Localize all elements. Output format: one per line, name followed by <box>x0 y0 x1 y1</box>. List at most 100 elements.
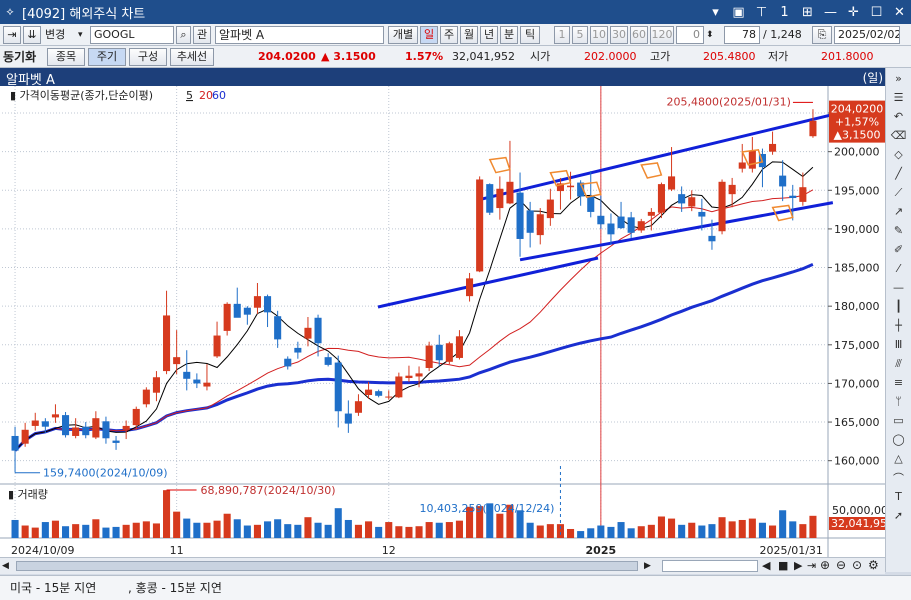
volume-bar <box>365 521 373 538</box>
arrow-tool-icon[interactable]: ➚ <box>893 509 904 522</box>
volume-bar <box>657 516 665 538</box>
menu-icon[interactable]: ☰ <box>893 91 904 104</box>
guan-button[interactable]: 관 <box>193 26 211 44</box>
period-day-button[interactable]: 일 <box>420 26 438 44</box>
screen-icon[interactable]: ▣ <box>732 4 745 20</box>
down-arrow-icon[interactable]: ⇊ <box>23 26 41 44</box>
number-icon[interactable]: 1 <box>780 4 789 20</box>
vertical-line-icon[interactable]: ┃ <box>895 300 902 313</box>
candle-body <box>51 414 59 418</box>
change-dropdown-icon[interactable]: ▾ <box>78 30 83 40</box>
pencil-icon[interactable]: ✎ <box>893 224 904 237</box>
minute-60-button[interactable]: 60 <box>630 26 648 44</box>
minute-10-button[interactable]: 10 <box>590 26 608 44</box>
period-month-button[interactable]: 월 <box>460 26 478 44</box>
chart-area[interactable]: 알파벳 A (일) ▮ 가격이동평균(종가,단순이평) 5 20 60 ▮ 거래량 205… <box>0 68 885 572</box>
volume-bar <box>637 526 645 538</box>
fibonacci-icon[interactable]: Ⅲ <box>894 338 903 351</box>
volume-bar <box>92 519 100 538</box>
horizontal-line-icon[interactable]: — <box>893 281 904 294</box>
scroll-right-icon[interactable]: ▶ <box>644 561 651 571</box>
chart-search-icon[interactable]: ⎘ <box>812 26 832 44</box>
period-year-button[interactable]: 년 <box>480 26 498 44</box>
ticker-input[interactable]: GOOGL <box>90 26 174 44</box>
volume-bar <box>718 517 726 538</box>
candle-body <box>546 199 554 219</box>
scroll-left-icon[interactable]: ◀ <box>2 561 9 571</box>
volume-bar <box>809 515 817 538</box>
undo-icon[interactable]: ↶ <box>893 110 904 123</box>
individual-button[interactable]: 개별 <box>388 26 418 44</box>
expand-right-icon[interactable]: ⇥ <box>807 559 817 572</box>
date-input[interactable]: 2025/02/02 <box>834 26 900 44</box>
move-icon[interactable]: ✛ <box>848 4 859 20</box>
tab-config[interactable]: 구성 <box>129 48 167 66</box>
zoom-slider[interactable] <box>662 560 758 572</box>
minute-5-button[interactable]: 5 <box>572 26 588 44</box>
minimize-icon[interactable]: — <box>824 4 837 20</box>
fork-icon[interactable]: ᛘ <box>895 395 902 408</box>
extra-input[interactable]: 0 <box>676 26 704 44</box>
close-icon[interactable]: ✕ <box>894 4 905 20</box>
count-input[interactable]: 78 <box>724 26 760 44</box>
spin-icon[interactable]: ⬍ <box>706 30 714 40</box>
chart-scrollbar[interactable]: ◀ ▶ ◀ ■ ▶ ⇥ ⊕ ⊖ ⊙ ⚙ <box>0 557 885 574</box>
period-minute-button[interactable]: 분 <box>500 26 518 44</box>
volume-bar <box>385 522 393 538</box>
rectangle-icon[interactable]: ▭ <box>893 414 904 427</box>
volume-bar <box>304 517 312 538</box>
cross-line-icon[interactable]: ┼ <box>895 319 902 332</box>
eraser-icon[interactable]: ◇ <box>894 148 903 161</box>
scroll-thumb[interactable] <box>16 561 638 571</box>
search-icon[interactable]: ⌕ <box>176 26 191 44</box>
ma20-line <box>14 189 814 451</box>
expand-icon[interactable]: ⇥ <box>3 26 21 44</box>
price-tick-label: 165,000 <box>834 416 880 429</box>
quote-bar: 동기화 종목 주기 구성 추세선 204.0200 ▲ 3.1500 1.57%… <box>0 46 911 68</box>
erase-all-icon[interactable]: ⌫ <box>890 129 907 142</box>
change-label[interactable]: 변경 <box>45 28 66 41</box>
volume-bar <box>21 525 29 538</box>
stop-icon[interactable]: ■ <box>778 559 789 572</box>
text-tool-icon[interactable]: T <box>895 490 902 503</box>
volume-panel-label: ▮ 거래량 <box>8 488 48 501</box>
zoom-in-icon[interactable]: ⊕ <box>820 558 831 572</box>
volume-bar <box>395 526 403 538</box>
candle-body <box>496 188 504 209</box>
triangle-icon[interactable]: △ <box>894 452 903 465</box>
volume-bar <box>758 522 766 538</box>
minute-1-button[interactable]: 1 <box>554 26 570 44</box>
volume-bar <box>152 523 160 538</box>
minute-30-button[interactable]: 30 <box>610 26 628 44</box>
diagonal-icon[interactable]: ⁄ <box>897 262 900 275</box>
level-icon[interactable]: ≡ <box>893 376 904 389</box>
dropdown-icon[interactable]: ▾ <box>712 4 719 20</box>
line-tool-icon[interactable]: ╱ <box>895 167 902 180</box>
collapse-icon[interactable]: » <box>895 72 902 85</box>
period-tick-button[interactable]: 틱 <box>520 26 540 44</box>
price-chart[interactable]: ▮ 가격이동평균(종가,단순이평) 5 20 60 ▮ 거래량 205,4800(2025… <box>0 86 885 572</box>
tab-item[interactable]: 종목 <box>47 48 85 66</box>
tab-trendline[interactable]: 추세선 <box>170 48 214 66</box>
sync-label[interactable]: 동기화 <box>3 50 37 64</box>
settings-icon[interactable]: ⚙ <box>868 558 879 572</box>
prev-icon[interactable]: ◀ <box>762 559 771 572</box>
candle-body <box>132 408 140 426</box>
pin-icon[interactable]: ⊤ <box>755 4 768 20</box>
tab-period[interactable]: 주기 <box>88 48 126 66</box>
ellipse-icon[interactable]: ◯ <box>892 433 905 446</box>
grid-icon[interactable]: ⊞ <box>802 4 813 20</box>
zoom-out-icon[interactable]: ⊖ <box>836 558 847 572</box>
ray-tool-icon[interactable]: ↗ <box>893 205 904 218</box>
maximize-icon[interactable]: ☐ <box>870 4 883 20</box>
channel-icon[interactable]: ⫻ <box>895 356 902 370</box>
zoom-reset-icon[interactable]: ⊙ <box>852 558 863 572</box>
next-icon[interactable]: ▶ <box>794 559 803 572</box>
segment-tool-icon[interactable]: ⟋ <box>894 185 903 199</box>
arc-icon[interactable]: ⌒ <box>893 471 904 485</box>
candle-body <box>122 425 130 430</box>
minute-120-button[interactable]: 120 <box>650 26 674 44</box>
volume-bar <box>769 525 777 538</box>
pen-icon[interactable]: ✐ <box>893 243 904 256</box>
period-week-button[interactable]: 주 <box>440 26 458 44</box>
